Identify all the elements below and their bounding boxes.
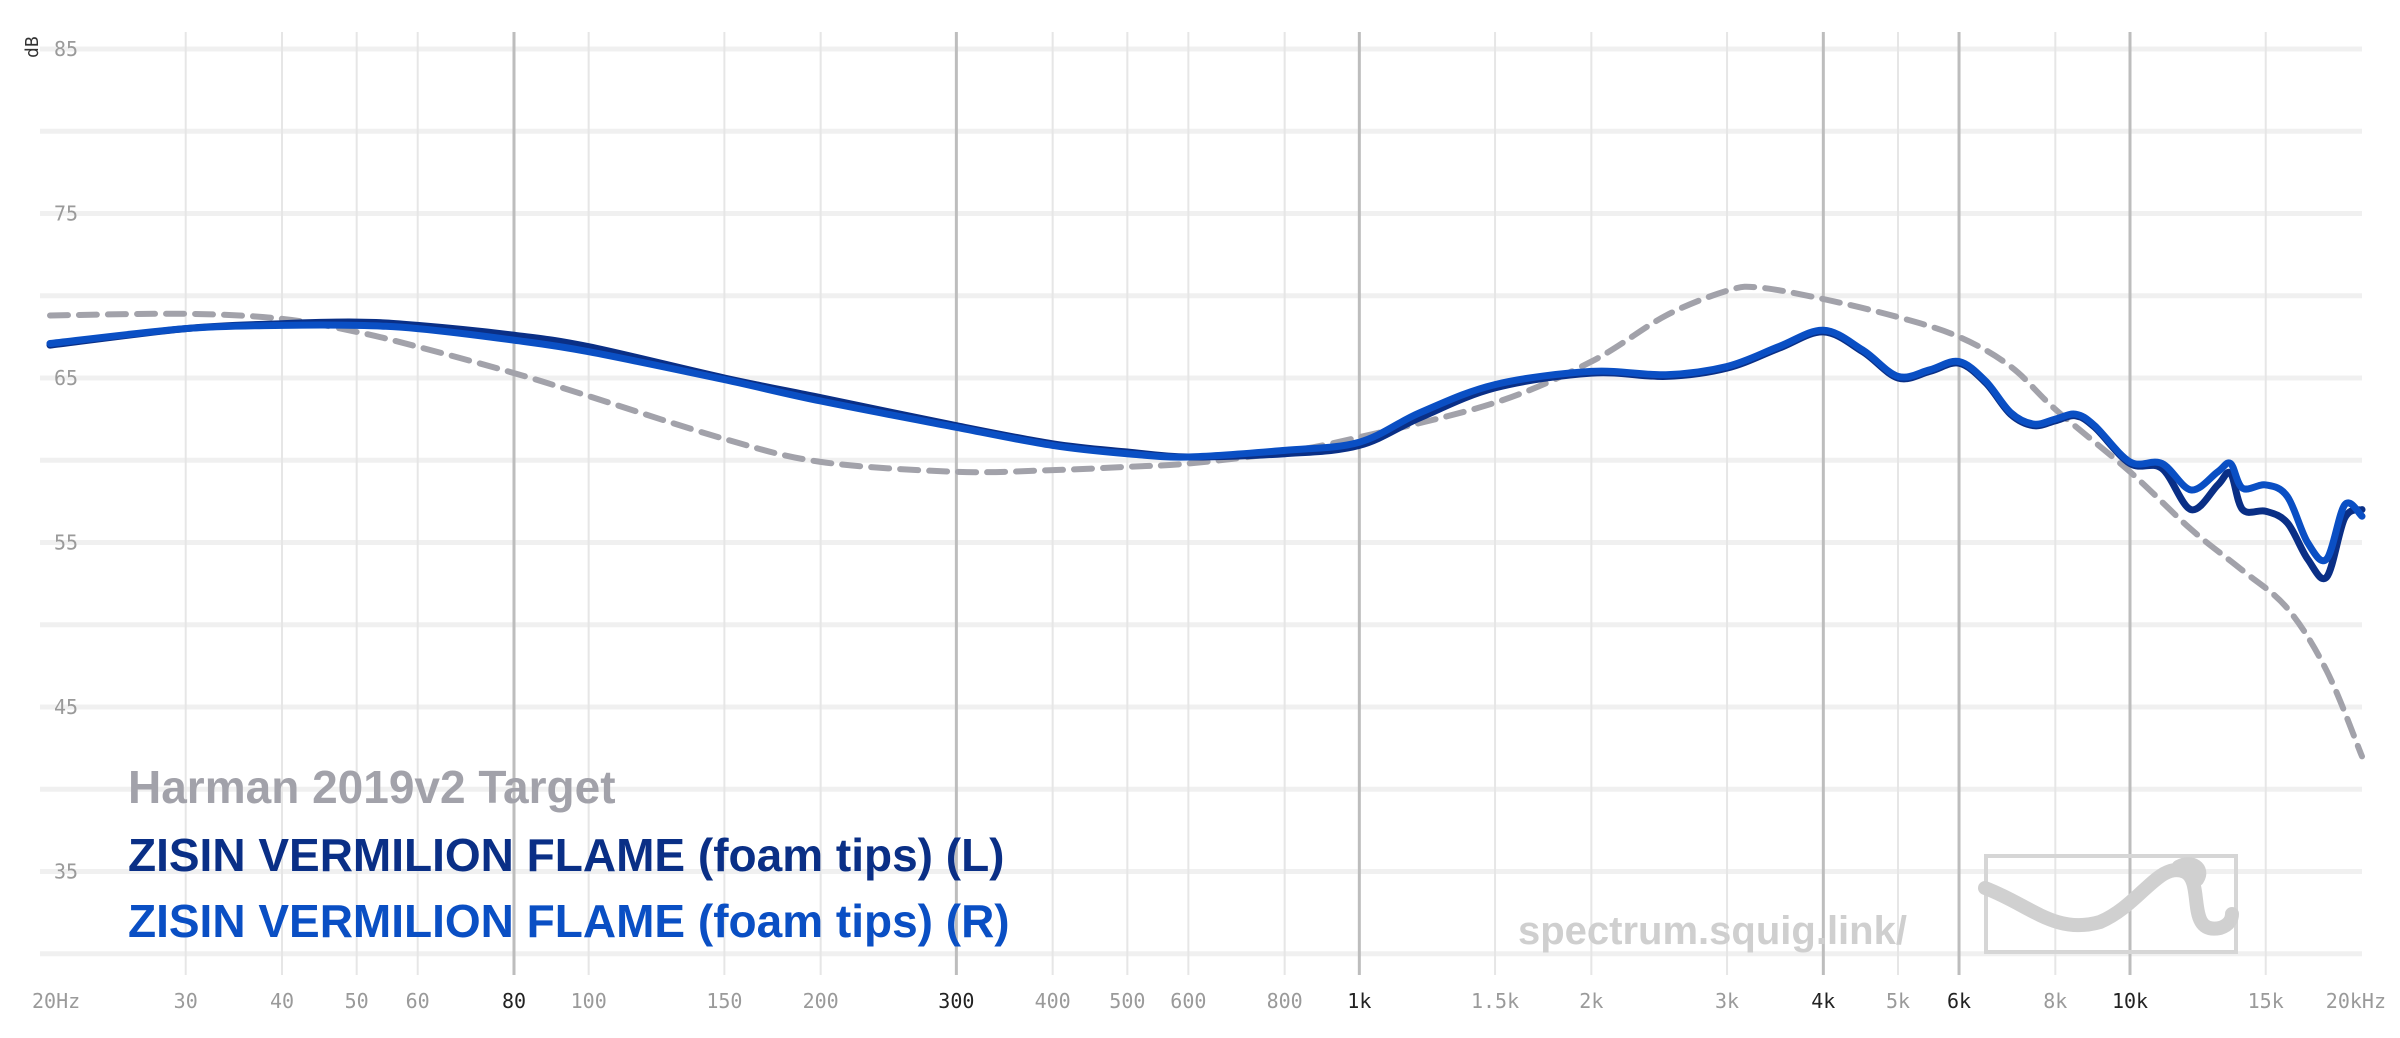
x-tick-label: 600 (1170, 989, 1206, 1013)
x-tick-label: 1.5k (1471, 989, 1519, 1013)
x-tick-label: 60 (406, 989, 430, 1013)
series-lines (46, 283, 2366, 760)
x-tick-label: 200 (803, 989, 839, 1013)
y-tick-labels: 35 45 55 65 75 85 (54, 37, 78, 884)
watermark-text: spectrum.squig.link/ (1518, 909, 1907, 953)
x-tick-label: 80 (502, 989, 526, 1013)
x-tick-label: 10k (2112, 989, 2148, 1013)
legend-entry[interactable]: ZISIN VERMILION FLAME (foam tips) (R) (128, 895, 1010, 947)
y-axis-unit-label: dB (22, 36, 43, 58)
legend-entry[interactable]: ZISIN VERMILION FLAME (foam tips) (L) (128, 829, 1005, 881)
x-grid (184, 32, 2267, 975)
x-tick-label: 4k (1811, 989, 1835, 1013)
y-tick-label: 65 (54, 366, 78, 390)
squig-wave-logo (1978, 854, 2239, 954)
x-tick-label: 8k (2043, 989, 2067, 1013)
y-tick-label: 35 (54, 860, 78, 884)
x-tick-label: 6k (1947, 989, 1971, 1013)
series-line-0 (47, 283, 2365, 760)
x-tick-label: 15k (2248, 989, 2284, 1013)
x-tick-label: 20kHz (2326, 989, 2386, 1013)
watermark: spectrum.squig.link/ (1518, 854, 2239, 954)
legend-entry[interactable]: Harman 2019v2 Target (128, 761, 616, 813)
legend: Harman 2019v2 Target ZISIN VERMILION FLAM… (128, 761, 1010, 947)
y-tick-label: 45 (54, 695, 78, 719)
x-tick-label: 5k (1886, 989, 1910, 1013)
x-tick-label: 400 (1035, 989, 1071, 1013)
x-tick-label: 30 (174, 989, 198, 1013)
y-tick-label: 85 (54, 37, 78, 61)
x-tick-label: 100 (571, 989, 607, 1013)
y-tick-label: 75 (54, 202, 78, 226)
x-tick-label: 2k (1579, 989, 1603, 1013)
x-tick-label: 3k (1715, 989, 1739, 1013)
x-tick-label: 800 (1267, 989, 1303, 1013)
x-tick-label: 500 (1109, 989, 1145, 1013)
y-tick-label: 55 (54, 531, 78, 555)
x-tick-label: 150 (706, 989, 742, 1013)
x-tick-label: 20Hz (32, 989, 80, 1013)
series-line-2 (46, 321, 2366, 565)
y-grid (40, 46, 2362, 957)
x-tick-label: 50 (345, 989, 369, 1013)
x-tick-label: 1k (1347, 989, 1371, 1013)
x-tick-label: 300 (938, 989, 974, 1013)
x-tick-label: 40 (270, 989, 294, 1013)
x-tick-labels: 20Hz 30 40 50 60 80 100 150 200 300 400 500 600 800 1k… (32, 989, 2386, 1013)
